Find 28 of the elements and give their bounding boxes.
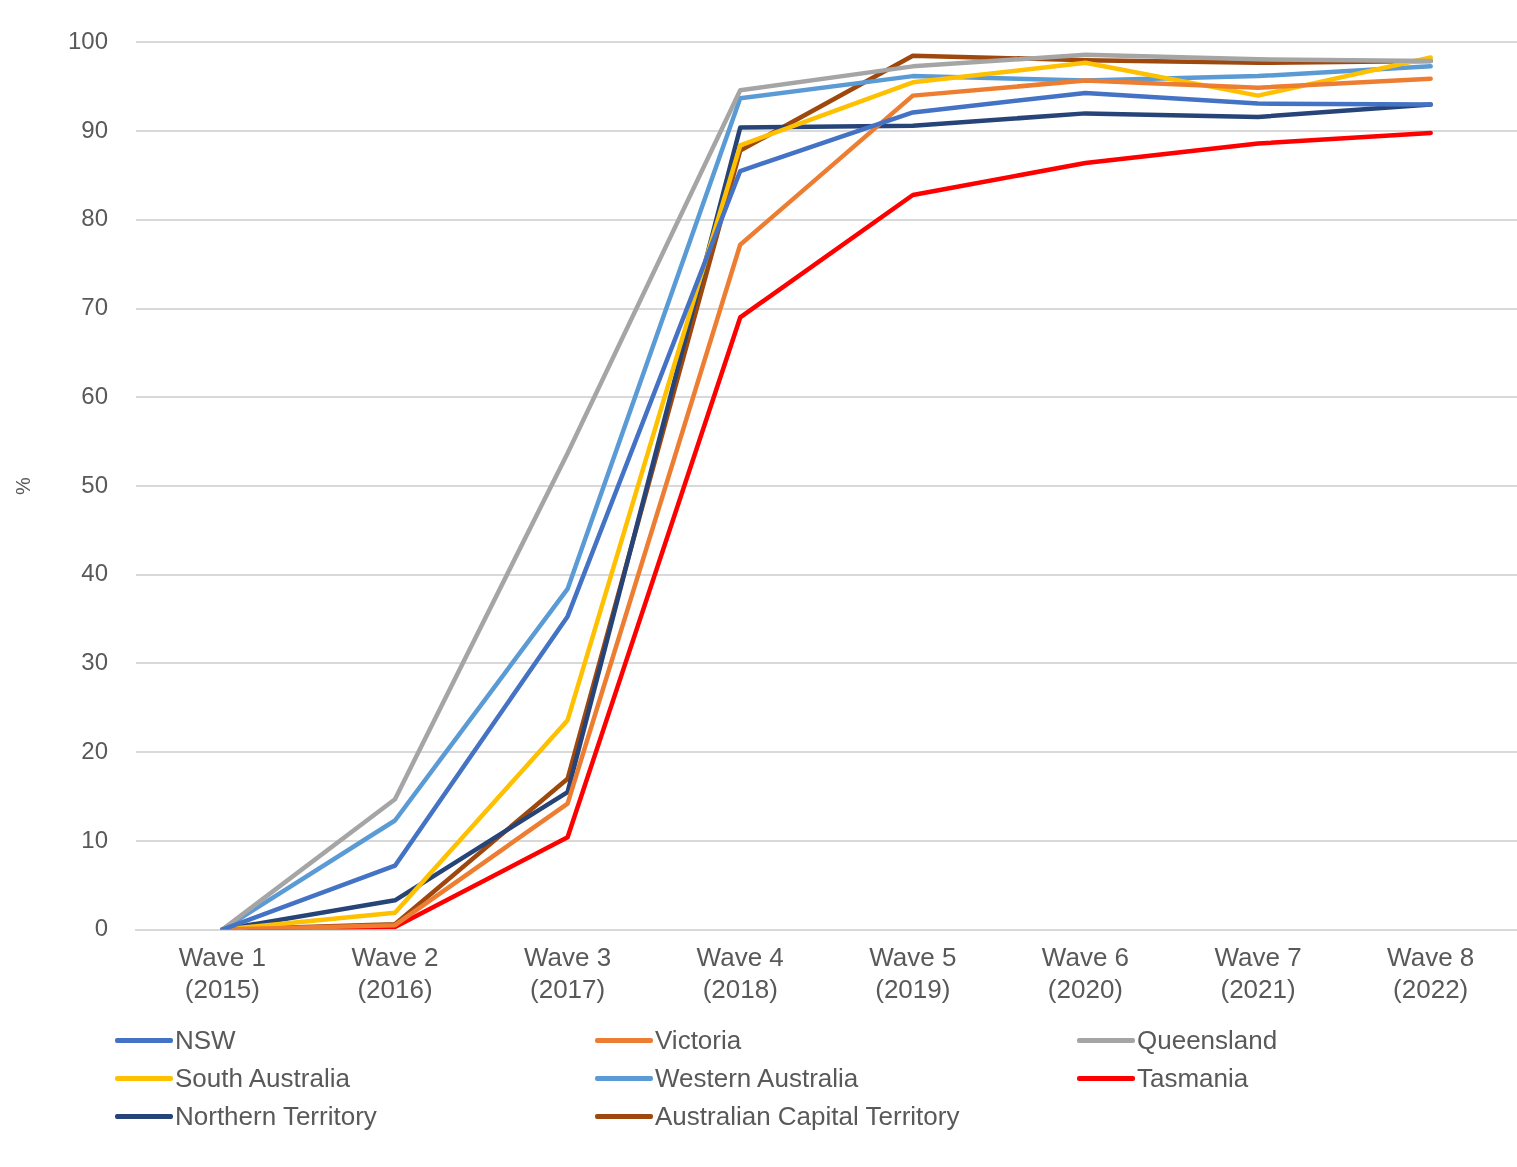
y-tick-label: 70 (81, 293, 109, 321)
x-tick-label: Wave 4 (2018) (696, 942, 784, 1004)
legend-label: Queensland (1137, 1024, 1278, 1056)
x-tick-label: Wave 7 (2021) (1214, 942, 1302, 1004)
y-tick-label: 100 (68, 27, 109, 55)
x-tick-label: Wave 6 (2020) (1041, 942, 1130, 1004)
y-tick-label: 30 (81, 648, 109, 676)
y-tick-label: 10 (81, 825, 109, 853)
x-tick-label: Wave 5 (2019) (869, 942, 957, 1004)
y-tick-label: 0 (94, 914, 109, 942)
y-tick-label: 60 (81, 381, 109, 409)
y-tick-label: 40 (81, 559, 109, 587)
legend-label: NSW (175, 1024, 236, 1056)
y-axis-title: % (11, 476, 34, 495)
x-tick-label: Wave 1 (2015) (178, 942, 266, 1004)
x-tick-label: Wave 8 (2022) (1387, 942, 1475, 1004)
y-tick-label: 20 (81, 736, 109, 764)
y-tick-label: 90 (81, 115, 109, 143)
y-tick-label: 80 (81, 204, 109, 232)
legend-label: Northern Territory (175, 1100, 377, 1132)
x-tick-label: Wave 3 (2017) (524, 942, 612, 1004)
x-tick-label: Wave 2 (2016) (351, 942, 439, 1004)
legend-label: Australian Capital Territory (655, 1100, 960, 1132)
legend-label: Western Australia (655, 1062, 859, 1094)
y-tick-label: 50 (81, 470, 109, 498)
legend-label: South Australia (175, 1062, 350, 1094)
legend-label: Victoria (655, 1024, 742, 1056)
legend-label: Tasmania (1137, 1062, 1249, 1094)
